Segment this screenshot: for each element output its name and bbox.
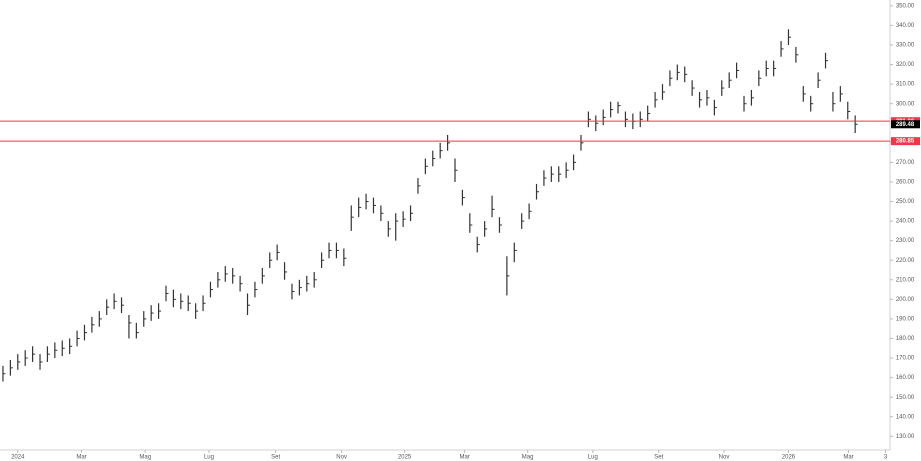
y-tick-label: 300.00 bbox=[896, 101, 915, 107]
y-tick-label: 250.00 bbox=[896, 199, 915, 205]
y-tick-label: 270.00 bbox=[896, 160, 915, 166]
y-tick-label: 260.00 bbox=[896, 180, 915, 186]
y-tick-label: 130.00 bbox=[896, 434, 915, 440]
x-tick-label: Mar bbox=[76, 455, 86, 461]
x-tick-label: Mar bbox=[843, 455, 853, 461]
y-tick-label: 200.00 bbox=[896, 297, 915, 303]
x-tick-label: Lug bbox=[588, 455, 598, 461]
y-tick-label: 230.00 bbox=[896, 238, 915, 244]
y-tick-label: 160.00 bbox=[896, 375, 915, 381]
x-tick-label: Mar bbox=[459, 455, 469, 461]
x-tick-label: Mag bbox=[139, 455, 151, 461]
x-tick-label: Nov bbox=[719, 455, 730, 461]
x-tick-label: Lug bbox=[204, 455, 214, 461]
last-price-box bbox=[891, 120, 920, 129]
y-tick-label: 310.00 bbox=[896, 82, 915, 88]
y-tick-label: 180.00 bbox=[896, 336, 915, 342]
last-price-label: 289.48 bbox=[896, 122, 915, 128]
x-tick-label: 2024 bbox=[11, 455, 25, 461]
x-tick-label: Set bbox=[654, 455, 663, 461]
y-tick-label: 220.00 bbox=[896, 258, 915, 264]
y-tick-label: 320.00 bbox=[896, 62, 915, 68]
y-tick-label: 150.00 bbox=[896, 395, 915, 401]
x-tick-label: 2026 bbox=[782, 455, 796, 461]
y-tick-label: 340.00 bbox=[896, 23, 915, 29]
x-tick-label: 2025 bbox=[398, 455, 412, 461]
y-tick-label: 240.00 bbox=[896, 219, 915, 225]
price-label-box bbox=[891, 137, 920, 146]
x-tick-label: Nov bbox=[336, 455, 347, 461]
y-tick-label: 170.00 bbox=[896, 356, 915, 362]
price-label: 280.85 bbox=[896, 139, 915, 145]
y-tick-label: 140.00 bbox=[896, 414, 915, 420]
x-tick-label: Set bbox=[271, 455, 280, 461]
x-tick-label: 3 bbox=[884, 455, 888, 461]
y-tick-label: 190.00 bbox=[896, 316, 915, 322]
x-tick-label: Mag bbox=[522, 455, 534, 461]
y-tick-label: 210.00 bbox=[896, 277, 915, 283]
y-tick-label: 330.00 bbox=[896, 43, 915, 49]
y-tick-label: 350.00 bbox=[896, 3, 915, 9]
